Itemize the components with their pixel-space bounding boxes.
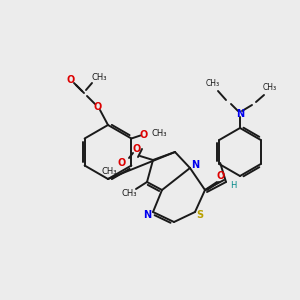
Text: CH₃: CH₃ xyxy=(206,79,220,88)
Text: N: N xyxy=(143,210,151,220)
Text: O: O xyxy=(118,158,126,168)
Text: CH₃: CH₃ xyxy=(121,190,137,199)
Text: N: N xyxy=(236,109,244,119)
Text: CH₃: CH₃ xyxy=(263,82,277,91)
Text: N: N xyxy=(191,160,199,170)
Text: O: O xyxy=(133,144,141,154)
Text: CH₃: CH₃ xyxy=(152,129,167,138)
Text: O: O xyxy=(217,171,225,181)
Text: O: O xyxy=(67,75,75,85)
Text: H: H xyxy=(230,181,236,190)
Text: O: O xyxy=(139,130,148,140)
Text: O: O xyxy=(94,102,102,112)
Text: S: S xyxy=(196,210,204,220)
Text: CH₃: CH₃ xyxy=(91,74,107,82)
Text: CH₃: CH₃ xyxy=(101,167,117,176)
